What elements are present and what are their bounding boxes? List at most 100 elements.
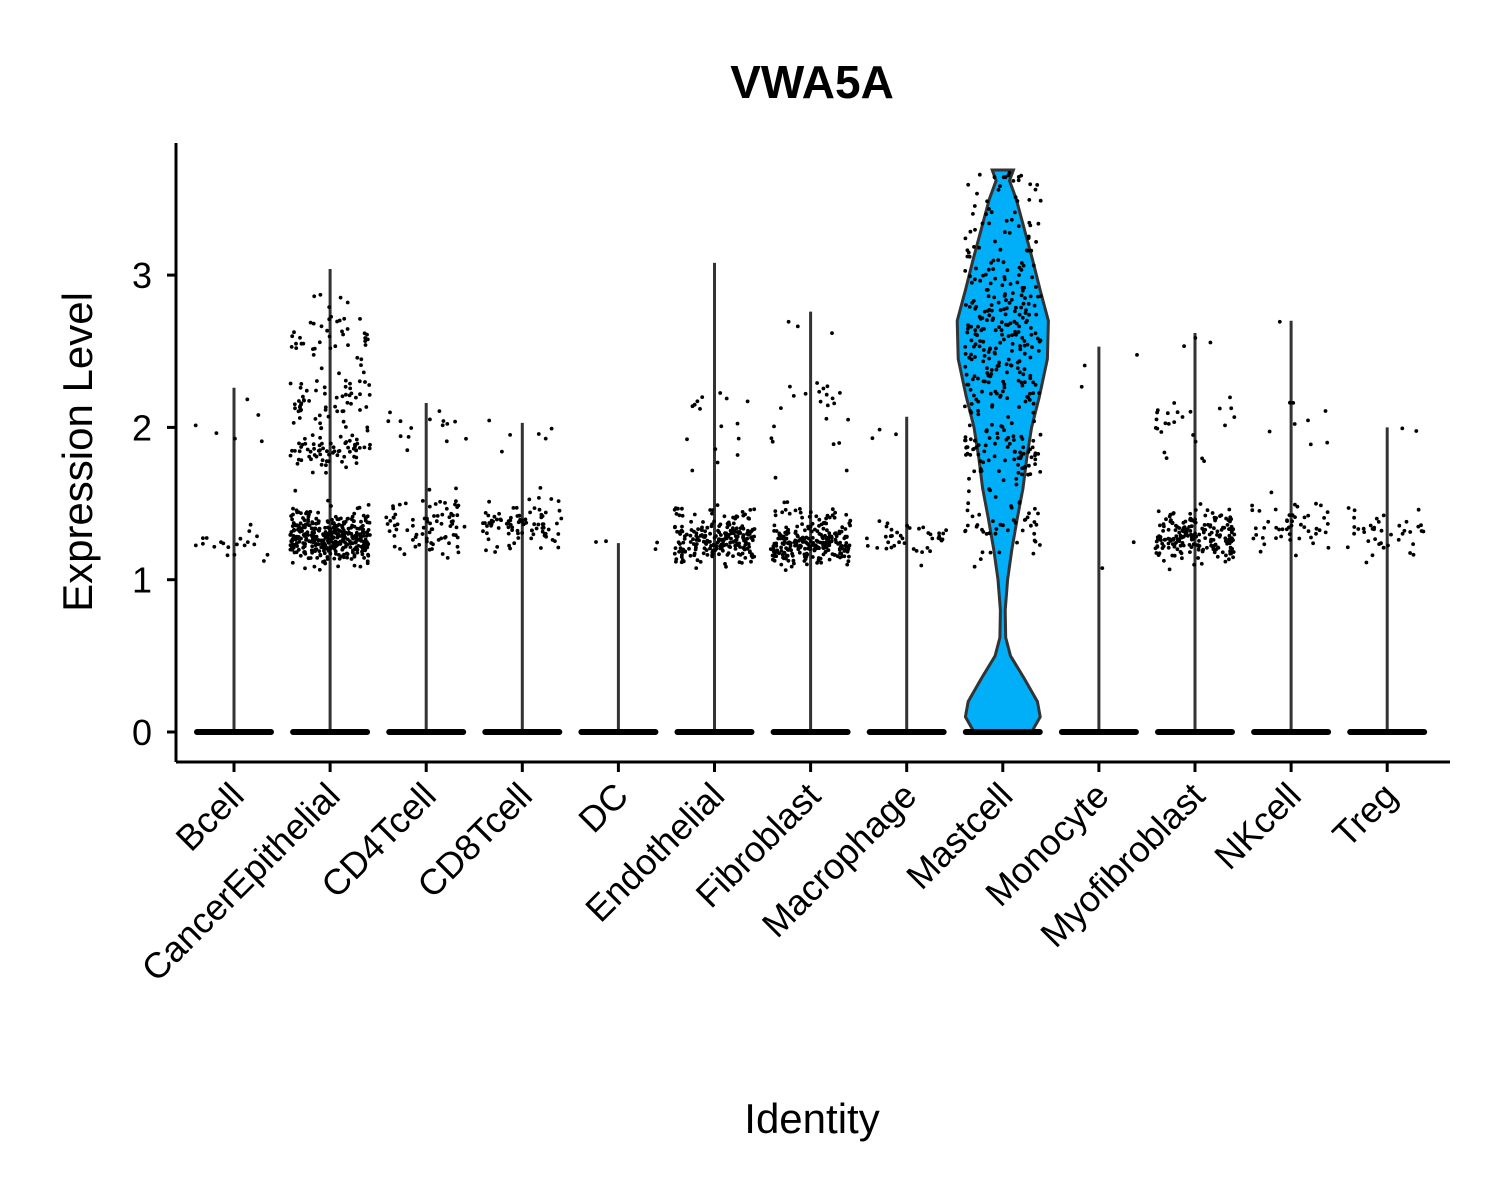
point-cd4tcell	[387, 529, 392, 533]
point-mastcell	[993, 351, 997, 356]
point-mastcell	[993, 239, 997, 244]
point-cancerepithelial	[291, 521, 296, 525]
point-mastcell	[1033, 187, 1038, 192]
point-fibroblast	[824, 540, 829, 545]
point-fibroblast	[783, 568, 788, 572]
point-mastcell	[973, 438, 977, 443]
point-endothelial	[683, 549, 688, 554]
point-fibroblast	[824, 392, 829, 397]
point-cancerepithelial	[345, 542, 350, 547]
point-cancerepithelial	[318, 292, 323, 297]
point-fibroblast	[785, 529, 789, 534]
point-nkcell	[1287, 513, 1292, 517]
point-cd4tcell	[450, 522, 455, 526]
point-mastcell	[1017, 312, 1022, 317]
point-endothelial	[682, 537, 687, 541]
point-mastcell	[997, 325, 1001, 329]
point-cancerepithelial	[323, 391, 327, 396]
point-mastcell	[1002, 385, 1007, 390]
point-cancerepithelial	[329, 314, 333, 319]
point-fibroblast	[783, 507, 788, 512]
point-bcell	[259, 439, 264, 444]
point-myofibroblast	[1209, 530, 1214, 535]
point-macrophage	[944, 528, 948, 533]
point-nkcell	[1314, 531, 1318, 536]
point-fibroblast	[818, 399, 823, 404]
point-mastcell	[1017, 500, 1022, 505]
point-fibroblast	[824, 545, 829, 550]
point-mastcell	[1027, 398, 1032, 402]
chart-title: VWA5A	[730, 56, 894, 108]
point-cd4tcell	[443, 501, 447, 505]
point-myofibroblast	[1180, 556, 1184, 561]
point-myofibroblast	[1184, 533, 1189, 537]
point-mastcell	[969, 338, 974, 343]
point-macrophage	[865, 544, 870, 548]
point-mastcell	[967, 423, 972, 428]
point-mastcell	[995, 436, 1000, 440]
point-dc	[655, 540, 659, 545]
point-mastcell	[1031, 551, 1036, 556]
point-cancerepithelial	[298, 404, 302, 409]
point-mastcell	[978, 339, 982, 343]
point-myofibroblast	[1167, 514, 1172, 519]
point-cancerepithelial	[317, 443, 322, 448]
point-fibroblast	[779, 406, 783, 410]
point-treg	[1400, 426, 1405, 431]
point-endothelial	[696, 527, 700, 531]
point-cancerepithelial	[351, 550, 355, 555]
point-cancerepithelial	[308, 509, 313, 514]
point-cancerepithelial	[320, 539, 324, 544]
point-endothelial	[680, 513, 685, 518]
point-endothelial	[747, 531, 752, 536]
point-mastcell	[996, 187, 1001, 192]
point-myofibroblast	[1201, 547, 1205, 552]
point-treg	[1352, 508, 1357, 513]
point-bcell	[238, 536, 243, 541]
point-mastcell	[964, 445, 969, 449]
point-fibroblast	[798, 507, 802, 511]
point-bcell	[225, 553, 230, 558]
point-cancerepithelial	[366, 503, 371, 507]
point-cancerepithelial	[358, 564, 363, 569]
point-endothelial	[726, 551, 731, 555]
point-treg	[1362, 530, 1367, 534]
point-cancerepithelial	[345, 300, 350, 305]
point-fibroblast	[821, 536, 825, 541]
point-myofibroblast	[1189, 532, 1193, 537]
point-endothelial	[681, 559, 686, 564]
point-cancerepithelial	[321, 446, 325, 451]
point-cancerepithelial	[288, 533, 293, 537]
point-cancerepithelial	[317, 567, 322, 572]
point-cancerepithelial	[364, 405, 369, 409]
point-monocyte	[1082, 363, 1087, 368]
point-cd8tcell	[487, 418, 492, 423]
point-myofibroblast	[1215, 554, 1220, 559]
point-mastcell	[1031, 391, 1036, 395]
point-fibroblast	[825, 528, 829, 533]
point-treg	[1411, 552, 1416, 557]
point-monocyte	[1131, 540, 1136, 545]
point-myofibroblast	[1171, 538, 1176, 542]
point-myofibroblast	[1227, 557, 1231, 562]
point-fibroblast	[829, 535, 834, 540]
point-mastcell	[1001, 260, 1006, 265]
point-mastcell	[994, 346, 998, 351]
point-mastcell	[1033, 383, 1038, 387]
point-fibroblast	[784, 556, 788, 561]
point-mastcell	[963, 435, 968, 439]
point-cd4tcell	[425, 539, 429, 544]
point-mastcell	[1008, 363, 1013, 368]
point-mastcell	[986, 458, 991, 463]
point-endothelial	[731, 554, 735, 558]
point-mastcell	[975, 191, 979, 196]
point-fibroblast	[768, 547, 773, 551]
point-mastcell	[1003, 458, 1007, 463]
point-mastcell	[1017, 405, 1021, 409]
point-fibroblast	[817, 389, 822, 394]
point-mastcell	[972, 344, 976, 349]
point-endothelial	[683, 534, 687, 538]
point-cancerepithelial	[291, 506, 295, 511]
point-cancerepithelial	[297, 441, 301, 446]
point-fibroblast	[805, 562, 809, 567]
